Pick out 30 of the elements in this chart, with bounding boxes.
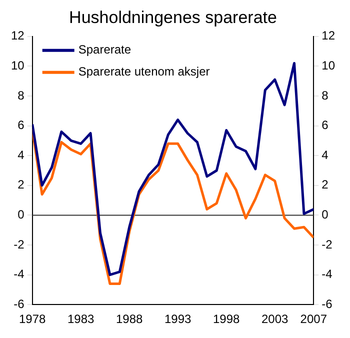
x-tick-label: 1988 — [116, 312, 144, 326]
x-tick-label: 1998 — [213, 312, 240, 326]
y-tick-label: 6 — [18, 118, 25, 132]
y-tick-label: 2 — [18, 178, 25, 192]
x-tick-label: 1978 — [18, 312, 46, 326]
y-tick-label: 12 — [10, 28, 25, 43]
x-tick-label: 2003 — [262, 312, 289, 326]
y2-tick-label: 0 — [322, 208, 329, 222]
legend-label: Sparerate — [78, 42, 132, 57]
chart-title: Husholdningenes sparerate — [69, 8, 277, 27]
legend-label: Sparerate utenom aksjer — [78, 64, 210, 79]
x-tick-label: 1993 — [164, 312, 192, 326]
y-tick-label: -6 — [14, 296, 25, 311]
x-tick-label: 2007 — [300, 312, 328, 326]
y2-tick-label: 8 — [322, 88, 329, 102]
y2-tick-label: 6 — [322, 118, 329, 132]
y2-tick-label: 4 — [322, 148, 329, 162]
y2-tick-label: -4 — [322, 267, 333, 282]
y-tick-label: 4 — [18, 148, 25, 162]
y-tick-label: 10 — [10, 58, 25, 73]
y2-tick-label: 12 — [322, 28, 336, 43]
y2-tick-label: -2 — [322, 237, 333, 252]
y2-tick-label: 10 — [322, 58, 336, 73]
y-tick-label: 0 — [18, 208, 25, 222]
y2-tick-label: -6 — [322, 296, 333, 311]
y-tick-label: -4 — [14, 267, 25, 282]
y-tick-label: 8 — [18, 88, 25, 102]
x-tick-label: 1983 — [67, 312, 95, 326]
y2-tick-label: 2 — [322, 178, 329, 192]
y-tick-label: -2 — [14, 237, 25, 252]
